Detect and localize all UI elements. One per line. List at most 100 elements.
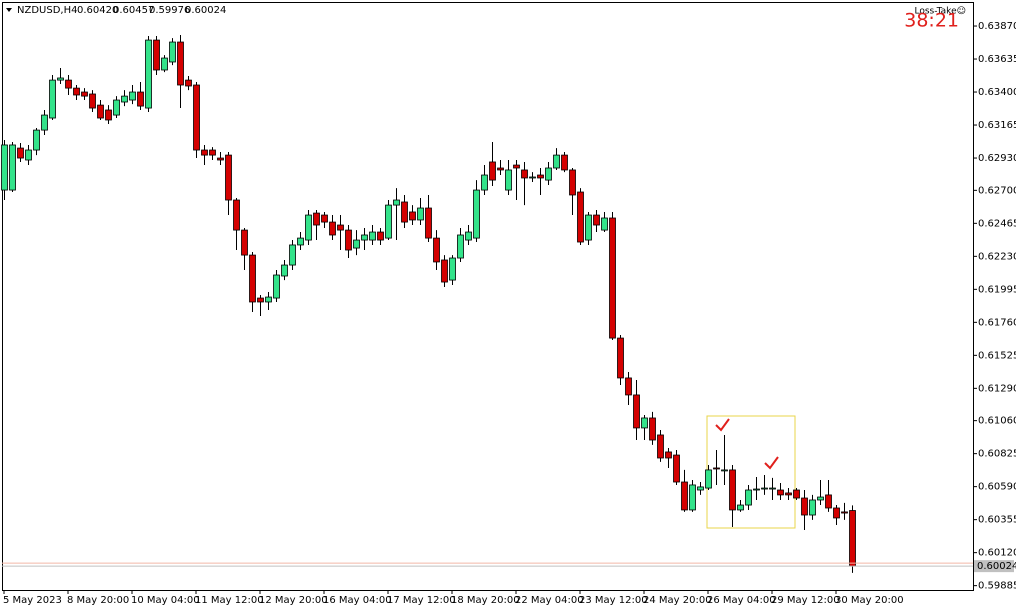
candle-body xyxy=(169,41,176,63)
y-tick-label: 0.61760 xyxy=(978,317,1016,328)
candle-body xyxy=(457,234,464,259)
candle-body xyxy=(113,99,120,116)
candle-body xyxy=(553,154,560,169)
candle-body xyxy=(617,337,624,379)
candle-body xyxy=(521,169,528,179)
x-tick-label: 16 May 04:00 xyxy=(323,595,392,606)
x-tick-label: 17 May 12:00 xyxy=(387,595,456,606)
x-tick-label: 5 May 2023 xyxy=(3,595,62,606)
symbol-arrow xyxy=(6,8,12,12)
candle-body xyxy=(657,434,664,459)
y-tick-label: 0.60590 xyxy=(978,482,1016,493)
candle-body xyxy=(41,114,48,131)
candle-body xyxy=(729,469,736,511)
candle-body xyxy=(105,109,112,121)
header-high: 0.60457 xyxy=(113,5,154,16)
candle-body xyxy=(609,217,616,339)
current-price-box xyxy=(974,560,1014,573)
y-tick-label: 0.62230 xyxy=(978,251,1016,262)
candle-body xyxy=(137,91,144,107)
y-tick-label: 0.63870 xyxy=(978,21,1016,32)
candle-body xyxy=(297,237,304,246)
candle-body xyxy=(257,297,264,303)
candle-body xyxy=(681,481,688,511)
header: NZDUSD,H4 0.60420 0.60457 0.59976 0.6002… xyxy=(6,5,226,16)
candle-body xyxy=(81,91,88,97)
y-tick-label: 0.61995 xyxy=(978,284,1016,295)
candle-body xyxy=(833,507,840,519)
candle-body xyxy=(233,199,240,231)
x-tick-label: 22 May 04:00 xyxy=(515,595,584,606)
candle-body xyxy=(281,264,288,277)
candle-body xyxy=(769,487,776,490)
candle-body xyxy=(177,41,184,86)
candle-body xyxy=(585,214,592,241)
y-tick-label: 0.62930 xyxy=(978,153,1016,164)
y-tick-label: 0.60825 xyxy=(978,449,1016,460)
candle-body xyxy=(489,161,496,181)
candle-body xyxy=(625,377,632,396)
current-price-label: 0.60024 xyxy=(977,561,1016,572)
x-tick-label: 18 May 20:00 xyxy=(451,595,520,606)
y-tick-label: 0.61525 xyxy=(978,350,1016,361)
candle-body xyxy=(753,488,760,491)
candle-body xyxy=(17,147,24,159)
candle-body xyxy=(849,510,856,567)
candle-body xyxy=(417,207,424,221)
candle-body xyxy=(713,467,720,470)
candle-body xyxy=(425,207,432,239)
y-tick-label: 0.61060 xyxy=(978,416,1016,427)
candle-body xyxy=(545,167,552,181)
candle-body xyxy=(697,486,704,491)
candle-body xyxy=(273,274,280,299)
candle-body xyxy=(665,451,672,459)
candle-body xyxy=(841,511,848,514)
candle-body xyxy=(145,39,152,109)
candle-body xyxy=(241,229,248,256)
candle-body xyxy=(161,57,168,71)
y-tick-label: 0.63635 xyxy=(978,54,1016,65)
candle-body xyxy=(121,95,128,103)
y-tick-label: 0.63400 xyxy=(978,87,1016,98)
candle-body xyxy=(705,469,712,489)
candle-body xyxy=(577,191,584,243)
candle-body xyxy=(537,174,544,179)
candle-body xyxy=(409,211,416,221)
candle-body xyxy=(801,497,808,516)
candle-body xyxy=(569,169,576,196)
candle-body xyxy=(25,149,32,161)
candle-body xyxy=(185,79,192,87)
candle-body xyxy=(777,489,784,496)
header-open: 0.60420 xyxy=(77,5,118,16)
candle-body xyxy=(449,257,456,281)
candle-body xyxy=(809,499,816,516)
candle-body xyxy=(593,214,600,226)
candle-body xyxy=(689,484,696,511)
candle-body xyxy=(761,487,768,490)
candle-body xyxy=(305,214,312,241)
candle-body xyxy=(817,496,824,501)
candle-body xyxy=(649,417,656,441)
candle-body xyxy=(673,454,680,483)
x-tick-label: 24 May 20:00 xyxy=(643,595,712,606)
candle-body xyxy=(745,489,752,506)
candle-body xyxy=(377,231,384,241)
bar-timer: 38:21 xyxy=(904,10,959,32)
y-tick-label: 0.61290 xyxy=(978,383,1016,394)
candle-body xyxy=(465,231,472,241)
x-tick-label: 29 May 12:00 xyxy=(771,595,840,606)
x-tick-label: 30 May 20:00 xyxy=(835,595,904,606)
candle-body xyxy=(57,77,64,81)
candle-body xyxy=(337,224,344,231)
candle-body xyxy=(721,469,728,472)
y-tick-label: 0.62465 xyxy=(978,218,1016,229)
candle-body xyxy=(73,87,80,96)
candle-body xyxy=(441,259,448,283)
candle-body xyxy=(433,237,440,263)
y-tick-label: 0.60120 xyxy=(978,548,1016,559)
candle-body xyxy=(153,39,160,71)
candle-body xyxy=(497,167,504,171)
x-tick-label: 12 May 20:00 xyxy=(259,595,328,606)
candle-body xyxy=(313,212,320,226)
candle-body xyxy=(225,154,232,201)
